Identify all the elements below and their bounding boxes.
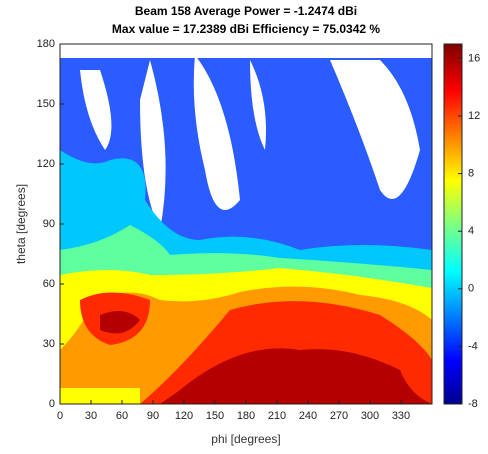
y-tick-label: 180 (37, 38, 55, 50)
x-tick-label: 0 (57, 410, 63, 422)
colorbar (443, 43, 463, 405)
x-tick-label: 30 (85, 410, 97, 422)
colorbar-tick-label: 0 (468, 283, 474, 295)
x-tick-label: 60 (116, 410, 128, 422)
chart-title: Beam 158 Average Power = -1.2474 dBi (135, 4, 357, 18)
colorbar-tick-label: 8 (468, 168, 474, 180)
y-tick-label: 0 (49, 398, 55, 410)
x-tick-label: 270 (330, 410, 348, 422)
chart-subtitle: Max value = 17.2389 dBi Efficiency = 75.… (112, 22, 380, 36)
x-tick-label: 300 (361, 410, 379, 422)
colorbar-tick-label: -8 (468, 398, 478, 410)
y-tick-label: 120 (37, 158, 55, 170)
x-tick-label: 120 (175, 410, 193, 422)
colorbar-tick-label: 16 (468, 52, 480, 64)
colorbar-tick-label: -4 (468, 340, 478, 352)
x-tick-label: 90 (147, 410, 159, 422)
x-tick-label: 330 (392, 410, 410, 422)
x-axis-label: phi [degrees] (211, 432, 280, 446)
colorbar-tick-label: 12 (468, 110, 480, 122)
y-tick-label: 30 (43, 338, 55, 350)
y-axis-label: theta [degrees] (14, 184, 28, 264)
x-tick-label: 150 (206, 410, 224, 422)
y-tick-label: 90 (43, 218, 55, 230)
x-tick-label: 240 (299, 410, 317, 422)
y-tick-label: 60 (43, 278, 55, 290)
contour-field (60, 44, 432, 404)
x-tick-label: 180 (237, 410, 255, 422)
y-tick-label: 150 (37, 98, 55, 110)
colorbar-tick-label: 4 (468, 225, 474, 237)
x-tick-label: 210 (268, 410, 286, 422)
